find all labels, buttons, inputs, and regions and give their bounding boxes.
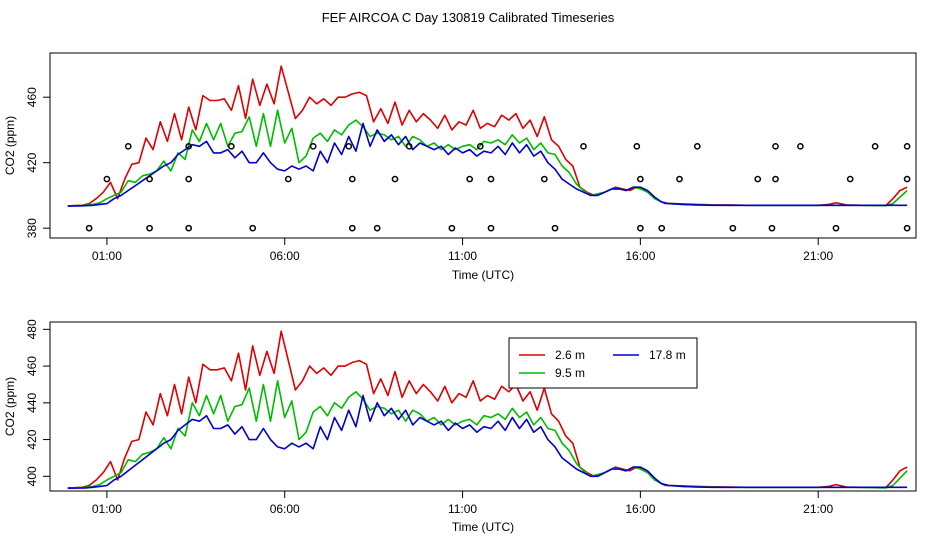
calibration-point <box>871 142 879 150</box>
plot-area <box>67 45 911 232</box>
calibration-point <box>185 224 193 232</box>
calibration-point <box>524 45 529 50</box>
calibration-point <box>185 175 193 183</box>
series-line-s2_6 <box>67 330 908 489</box>
calibration-point <box>903 224 911 232</box>
calibration-point <box>729 224 737 232</box>
calibration-point <box>146 224 153 232</box>
y-tick-label: 420 <box>25 429 39 449</box>
x-tick-label: 06:00 <box>270 249 300 263</box>
chart-panel-1: 01:00 06:00 11:00 16:00 21:00 380 420 460 Time (… <box>3 45 917 282</box>
calibration-point <box>487 175 495 183</box>
y-tick-label: 460 <box>25 87 39 107</box>
calibration-point <box>232 45 237 50</box>
series-line-s2_6 <box>67 65 908 207</box>
calibration-point <box>846 175 854 183</box>
y-axis-label: CO2 (ppm) <box>3 377 17 436</box>
calibration-point <box>903 142 911 150</box>
calibration-point <box>311 45 316 50</box>
chart-panel-2: 01:00 06:00 11:00 16:00 21:00 400 420 440 460 480… <box>3 319 917 534</box>
y-tick-label: 420 <box>25 152 39 172</box>
calibration-point <box>676 175 683 183</box>
calibration-point <box>228 142 235 150</box>
calibration-point <box>812 45 817 50</box>
calibration-point <box>185 142 193 150</box>
calibration-point <box>693 142 701 150</box>
calibration-point <box>190 45 195 50</box>
calibration-point <box>769 45 774 50</box>
calibration-point <box>146 175 153 183</box>
calibration-point <box>551 224 559 232</box>
legend: 2.6 m 9.5 m 17.8 m <box>508 337 698 389</box>
x-tick-label: 01:00 <box>92 249 122 263</box>
x-tick-label: 21:00 <box>803 249 833 263</box>
x-tick-label: 06:00 <box>270 502 300 516</box>
calibration-point <box>595 45 600 50</box>
x-tick-label: 01:00 <box>92 502 122 516</box>
plot-frame <box>49 52 917 239</box>
legend-label: 2.6 m <box>555 348 585 362</box>
calibration-point <box>637 224 644 232</box>
x-axis-label: Time (UTC) <box>452 268 514 282</box>
calibration-point <box>481 45 486 50</box>
calibration-point <box>373 224 381 232</box>
y-tick-label: 440 <box>25 392 39 412</box>
calibration-point <box>391 175 399 183</box>
calibration-point <box>797 142 804 150</box>
calibration-point <box>348 224 356 232</box>
series-line-s17_8 <box>67 394 908 489</box>
calibration-point <box>345 142 353 150</box>
calibration-point <box>754 175 762 183</box>
legend-label: 17.8 m <box>649 348 686 362</box>
y-tick-label: 400 <box>25 466 39 486</box>
plot-frame <box>49 321 917 492</box>
legend-label: 9.5 m <box>555 366 585 380</box>
y-tick-label: 480 <box>25 319 39 339</box>
calibration-point <box>903 175 911 183</box>
legend-box <box>508 337 698 389</box>
calibration-point <box>887 45 892 50</box>
calibration-point <box>421 45 426 50</box>
y-tick-label: 460 <box>25 356 39 376</box>
calibration-point <box>405 142 413 150</box>
y-axis-label: CO2 (ppm) <box>3 116 17 175</box>
x-tick-label: 16:00 <box>625 249 655 263</box>
y-tick-label: 380 <box>25 218 39 238</box>
calibration-point <box>637 175 644 183</box>
x-tick-label: 16:00 <box>625 502 655 516</box>
figure-title: FEF AIRCOA C Day 130819 Calibrated Times… <box>321 10 615 25</box>
calibration-point <box>633 142 641 150</box>
calibration-point <box>616 45 621 50</box>
x-axis-label: Time (UTC) <box>452 520 514 534</box>
series-line-s17_8 <box>67 122 908 207</box>
plot-area <box>67 330 908 489</box>
x-tick-label: 21:00 <box>803 502 833 516</box>
calibration-point <box>309 142 317 150</box>
calibration-point <box>580 142 587 150</box>
calibration-point <box>487 224 495 232</box>
calibration-point <box>448 224 456 232</box>
calibration-point <box>348 175 356 183</box>
calibration-point <box>658 224 666 232</box>
x-tick-label: 11:00 <box>448 502 477 516</box>
calibration-point <box>832 224 840 232</box>
x-tick-label: 11:00 <box>448 249 477 263</box>
calibration-point <box>124 142 132 150</box>
calibration-point <box>772 175 779 183</box>
calibration-point <box>328 45 333 50</box>
calibration-point <box>103 175 111 183</box>
calibration-point <box>772 142 779 150</box>
calibration-point <box>466 175 474 183</box>
calibration-point <box>284 175 292 183</box>
calibration-point <box>476 142 484 150</box>
calibration-point <box>768 224 776 232</box>
calibration-point <box>905 45 910 50</box>
calibration-point <box>136 45 141 50</box>
calibration-point <box>85 224 93 232</box>
calibration-point <box>540 175 548 183</box>
calibration-point <box>702 45 707 50</box>
calibration-point <box>249 224 257 232</box>
